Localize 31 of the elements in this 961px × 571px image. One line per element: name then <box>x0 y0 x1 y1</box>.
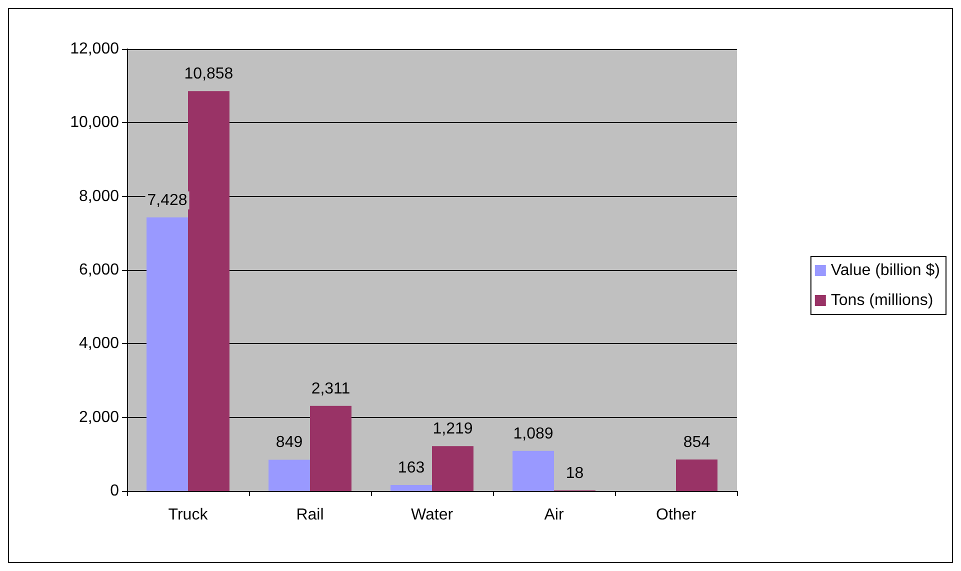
data-label: 1,219 <box>432 420 473 438</box>
y-tick-label: 0 <box>110 482 120 500</box>
data-label: 10,858 <box>184 66 234 83</box>
bar <box>512 450 554 491</box>
y-tick-label: 4,000 <box>78 335 120 352</box>
bar <box>310 406 352 491</box>
y-tick-label: 6,000 <box>78 262 120 278</box>
legend-label: Tons (millions) <box>830 292 934 309</box>
data-label: 849 <box>276 434 303 452</box>
x-tick-label: Rail <box>296 506 324 524</box>
bar <box>188 91 230 491</box>
bar <box>432 446 474 491</box>
bar <box>268 460 310 491</box>
bar <box>676 460 718 491</box>
x-tick-label: Other <box>656 506 697 524</box>
data-label: 163 <box>398 459 425 476</box>
x-tick-label: Water <box>410 506 454 524</box>
y-tick-label: 12,000 <box>70 40 120 58</box>
data-label: 854 <box>683 434 710 452</box>
data-label: 18 <box>566 464 584 482</box>
data-label: 2,311 <box>311 380 350 398</box>
bar <box>146 217 188 491</box>
x-tick-label: Truck <box>168 506 209 524</box>
y-tick-label: 10,000 <box>70 114 120 132</box>
data-label: 7,428 <box>147 192 188 209</box>
y-tick-label: 2,000 <box>78 408 120 426</box>
data-label: 1,089 <box>513 425 554 442</box>
legend-label: Value (billion $) <box>830 262 940 279</box>
x-tick-label: Air <box>544 506 564 524</box>
y-tick-label: 8,000 <box>78 188 120 205</box>
bar <box>390 484 432 491</box>
